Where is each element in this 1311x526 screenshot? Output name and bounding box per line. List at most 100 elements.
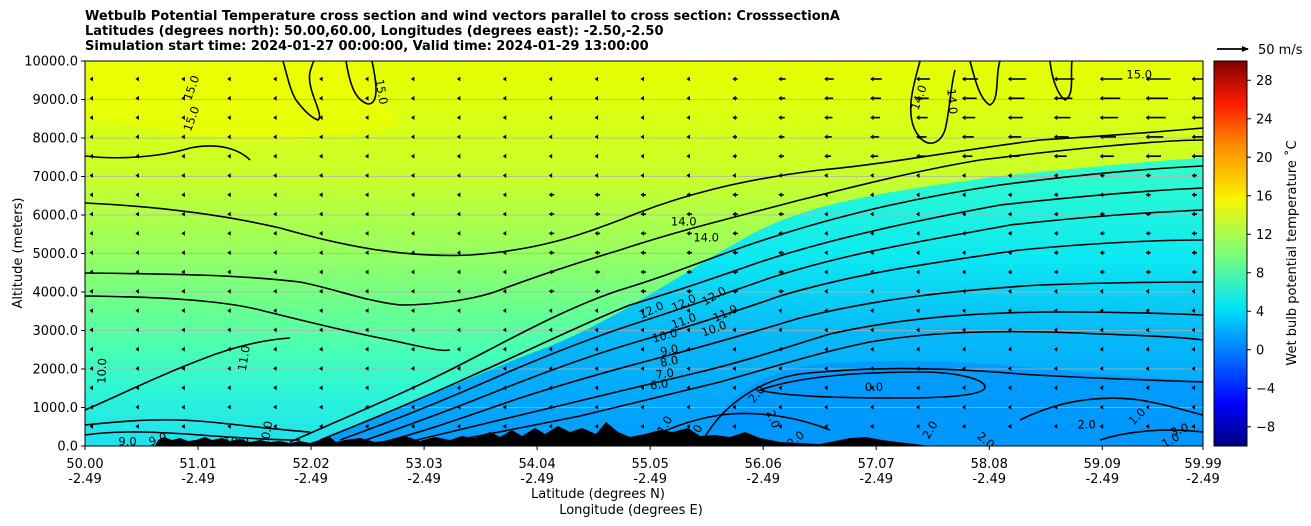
wind-vector-head: [89, 404, 93, 410]
wind-vector-head: [1191, 95, 1195, 101]
wind-vector-head: [319, 288, 323, 294]
wind-vector-head: [1053, 327, 1058, 333]
wind-vector-head: [319, 115, 323, 120]
wind-vector-head: [1191, 134, 1195, 140]
wind-vector-head: [961, 250, 966, 256]
contour-label-text: 2.0: [1077, 417, 1095, 431]
wind-vector-head: [916, 424, 920, 429]
contour-line: [909, 61, 956, 144]
wind-vector-head: [456, 424, 461, 429]
wind-vector-head: [778, 153, 782, 159]
wind-vector-head: [824, 95, 828, 101]
wind-vector-head: [456, 134, 461, 140]
wind-vector-head: [916, 308, 920, 313]
wind-vector-head: [456, 76, 461, 82]
wind-vector-head: [365, 231, 369, 236]
wind-vector-head: [1053, 95, 1058, 101]
wind-vector-head: [227, 327, 231, 333]
wind-vector-head: [732, 288, 736, 294]
colorbar-tick-label: 0: [1256, 343, 1264, 358]
wind-vector-head: [732, 346, 736, 352]
wind-vector-head: [410, 424, 415, 429]
colorbar-tick-label: 20: [1256, 151, 1273, 166]
wind-vector-head: [273, 211, 277, 217]
wind-vector-head: [1191, 404, 1195, 410]
wind-vector-head: [319, 366, 323, 371]
wind-vector-head: [640, 269, 644, 275]
wind-vector-head: [548, 173, 553, 178]
wind-vector-head: [916, 211, 920, 217]
wind-vector-head: [686, 327, 690, 333]
wind-vector-head: [319, 250, 323, 256]
wind-vector-head: [548, 308, 553, 313]
wind-vector-head: [548, 211, 553, 217]
wind-vector-head: [870, 404, 874, 410]
wind-vector-head: [1191, 76, 1195, 82]
wind-vector-head: [135, 366, 139, 371]
wind-vector-head: [732, 269, 736, 275]
wind-vector-head: [961, 192, 966, 198]
wind-vector-head: [1191, 366, 1195, 371]
wind-vector-head: [89, 211, 93, 217]
wind-vector-head: [686, 192, 690, 198]
wind-vector-head: [640, 288, 644, 294]
contour-label: 15.0: [372, 78, 390, 106]
wind-vector-head: [89, 346, 93, 352]
wind-vector-head: [1053, 346, 1058, 352]
wind-vector-head: [640, 385, 644, 391]
wind-vector-head: [686, 250, 690, 256]
wind-vector-head: [227, 95, 231, 101]
wind-vector-head: [1007, 424, 1012, 429]
contour-label-text: 11.0: [235, 344, 253, 372]
wind-vector-head: [686, 211, 690, 217]
wind-vector-head: [870, 288, 874, 294]
wind-vector-head: [1145, 269, 1150, 275]
wind-vector-head: [1007, 192, 1012, 198]
wind-vector-head: [273, 385, 277, 391]
wind-vector-head: [1099, 366, 1104, 371]
wind-vector-head: [135, 153, 139, 159]
wind-vector-head: [1007, 404, 1012, 410]
wind-vector-head: [916, 346, 920, 352]
wind-vector-head: [732, 95, 736, 101]
wind-vector-head: [916, 192, 920, 198]
contour-line: [379, 281, 1203, 444]
wind-vector-head: [1007, 231, 1012, 236]
wind-vector-head: [89, 115, 93, 120]
contour-line: [85, 431, 301, 441]
wind-vector-head: [89, 327, 93, 333]
wind-vector-head: [1145, 404, 1150, 410]
wind-vector-head: [89, 134, 93, 140]
wind-vector-head: [365, 250, 369, 256]
wind-vector-head: [870, 173, 874, 178]
wind-vector-head: [135, 211, 139, 217]
wind-vector-head: [778, 134, 782, 140]
wind-vector-head: [319, 385, 323, 391]
wind-vector-head: [824, 115, 828, 120]
wind-vector-head: [732, 231, 736, 236]
wind-vector-head: [1145, 250, 1150, 256]
wind-vector-head: [824, 250, 828, 256]
x-tick-label-lat: 50.00: [66, 457, 103, 472]
wind-vector-head: [594, 366, 599, 371]
wind-vector-head: [319, 269, 323, 275]
wind-vector-head: [227, 192, 231, 198]
wind-vector-head: [1099, 385, 1104, 391]
wind-vector-head: [89, 269, 93, 275]
wind-vector-head: [1099, 250, 1104, 256]
wind-vector-head: [410, 404, 415, 410]
wind-vector-head: [961, 95, 966, 101]
contour-line: [85, 337, 291, 411]
y-tick-label: 0.0: [57, 440, 78, 455]
wind-vector-head: [1007, 385, 1012, 391]
wind-vector-head: [961, 327, 966, 333]
wind-vector-head: [135, 288, 139, 294]
wind-vector-head: [916, 288, 920, 294]
wind-vector-head: [640, 250, 644, 256]
wind-vector-head: [181, 404, 185, 410]
wind-vector-head: [135, 95, 139, 101]
wind-vector-head: [916, 366, 920, 371]
wind-vector-head: [778, 76, 782, 82]
wind-vector-head: [1145, 288, 1150, 294]
x-tick-label-lat: 57.07: [858, 457, 895, 472]
